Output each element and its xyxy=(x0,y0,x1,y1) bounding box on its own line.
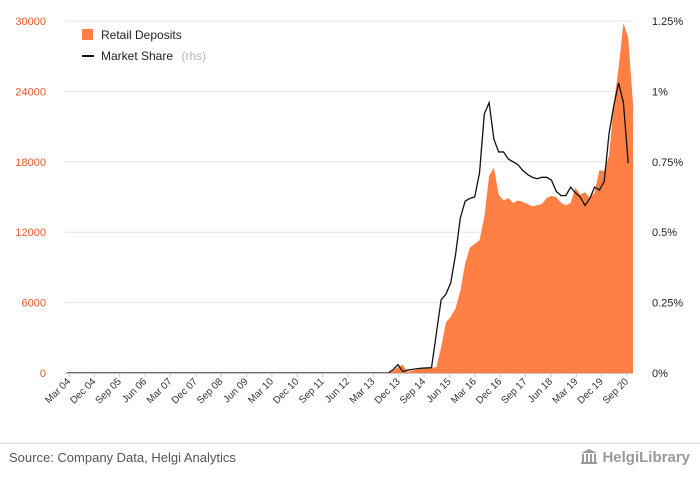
right-tick-label: 0.5% xyxy=(652,227,677,239)
left-tick-label: 18000 xyxy=(15,157,46,169)
left-tick-label: 30000 xyxy=(15,16,46,28)
x-tick-label: Jun 18 xyxy=(526,376,555,405)
x-tick-label: Mar 04 xyxy=(43,376,73,406)
legend-label-rhs: (rhs) xyxy=(181,49,206,63)
x-tick-label: Sep 08 xyxy=(195,376,225,406)
x-tick-label: Sep 05 xyxy=(94,376,124,406)
x-tick-label: Jun 12 xyxy=(323,376,352,405)
left-tick-label: 0 xyxy=(40,368,46,380)
x-tick-label: Mar 16 xyxy=(449,376,479,406)
source-note: Source: Company Data, Helgi Analytics xyxy=(9,450,236,465)
left-tick-label: 24000 xyxy=(15,86,46,98)
x-tick-label: Mar 10 xyxy=(246,376,276,406)
right-tick-label: 0% xyxy=(652,368,668,380)
right-tick-label: 0.25% xyxy=(652,298,683,310)
brand-name: HelgiLibrary xyxy=(602,448,690,466)
x-tick-label: Dec 16 xyxy=(474,376,504,406)
right-tick-label: 0.75% xyxy=(652,157,683,169)
chart-canvas: 0 6000 12000 18000 24000 30000 0% 0.25% 0.5% 0.7… xyxy=(15,16,683,407)
x-tick-label: Sep 14 xyxy=(398,376,428,406)
legend: Retail Deposits Market Share (rhs) xyxy=(82,28,206,64)
x-tick-label: Jun 09 xyxy=(222,376,251,405)
left-tick-label: 6000 xyxy=(22,298,46,310)
x-tick-label: Mar 19 xyxy=(551,376,581,406)
footer-divider xyxy=(0,443,700,444)
x-tick-label: Dec 19 xyxy=(576,376,606,406)
x-tick-label: Dec 07 xyxy=(170,376,200,406)
retail-deposits-area xyxy=(67,23,633,373)
left-axis-ticks: 0 6000 12000 18000 24000 30000 xyxy=(15,16,46,380)
legend-label-retail-deposits: Retail Deposits xyxy=(101,28,182,42)
brand-logo: HelgiLibrary xyxy=(580,448,690,466)
x-tick-label: Jun 06 xyxy=(120,376,149,405)
x-tick-label: Sep 17 xyxy=(499,376,529,406)
right-axis-ticks: 0% 0.25% 0.5% 0.75% 1% 1.25% xyxy=(652,16,683,380)
x-tick-label: Dec 04 xyxy=(68,376,98,406)
legend-label-market-share: Market Share xyxy=(101,49,173,63)
right-tick-label: 1% xyxy=(652,86,668,98)
library-icon xyxy=(581,449,598,464)
left-tick-label: 12000 xyxy=(15,227,46,239)
right-tick-label: 1.25% xyxy=(652,16,683,28)
legend-swatch-retail-deposits xyxy=(82,29,93,40)
x-tick-label: Sep 11 xyxy=(297,376,327,406)
x-tick-label: Dec 13 xyxy=(373,376,403,406)
x-tick-label: Mar 13 xyxy=(348,376,378,406)
x-tick-label: Sep 20 xyxy=(601,376,631,406)
x-tick-label: Mar 07 xyxy=(145,376,175,406)
x-tick-label: Dec 10 xyxy=(271,376,301,406)
legend-label-market-share-group: Market Share (rhs) xyxy=(101,47,206,64)
x-tick-label: Jun 15 xyxy=(425,376,454,405)
